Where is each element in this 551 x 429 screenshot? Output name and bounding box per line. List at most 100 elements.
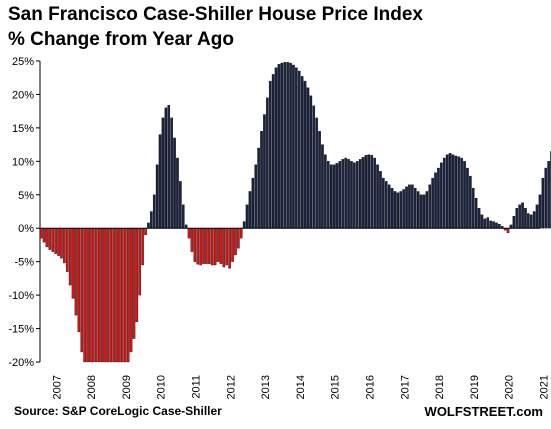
bar	[222, 228, 226, 268]
bar	[315, 117, 318, 229]
y-tick-label: 15%	[12, 123, 34, 135]
bar	[173, 137, 176, 229]
bar	[332, 164, 336, 229]
bar	[77, 228, 81, 333]
bar	[547, 161, 550, 229]
bar	[100, 228, 104, 363]
bar	[474, 197, 478, 229]
x-tick-label: 2016	[365, 375, 377, 399]
bar	[518, 204, 521, 229]
bar	[51, 228, 55, 252]
bar	[170, 117, 173, 229]
bar	[164, 107, 168, 229]
bar	[515, 208, 519, 229]
bar	[471, 187, 475, 229]
bar	[60, 228, 63, 259]
bar	[42, 228, 46, 243]
bar	[350, 161, 353, 229]
bar	[144, 228, 147, 236]
bar	[338, 161, 342, 229]
bar	[396, 192, 400, 229]
bar	[65, 228, 69, 272]
bar	[193, 228, 197, 262]
y-tick-label: 20%	[12, 89, 34, 101]
bar	[225, 228, 229, 266]
bar	[460, 157, 463, 229]
bar	[347, 159, 350, 229]
bar	[205, 228, 208, 264]
bar	[210, 228, 214, 266]
bar	[283, 62, 287, 229]
bar	[118, 228, 121, 363]
x-tick-label: 2013	[260, 375, 272, 399]
bar	[106, 228, 110, 363]
y-tick-label: 25%	[12, 56, 34, 68]
bar	[486, 217, 490, 229]
bar	[126, 228, 130, 363]
x-tick-label: 2019	[469, 375, 481, 399]
y-tick-label: -15%	[8, 324, 34, 336]
bar	[506, 228, 510, 234]
bar	[309, 95, 313, 229]
bar	[379, 171, 382, 229]
bar	[402, 189, 405, 229]
bar	[512, 216, 516, 229]
bar	[463, 161, 466, 229]
bar	[141, 228, 144, 266]
bar	[94, 228, 98, 363]
bar	[480, 214, 484, 229]
x-tick-label: 2017	[399, 375, 411, 399]
bar	[257, 147, 260, 229]
bar	[466, 167, 469, 229]
bar	[181, 204, 185, 229]
bar	[274, 67, 278, 229]
x-tick-label: 2010	[156, 375, 168, 399]
bar	[109, 228, 113, 363]
bar	[196, 228, 200, 265]
bar	[245, 204, 249, 229]
x-tick-label: 2012	[225, 375, 237, 399]
bar	[161, 117, 165, 229]
bar	[431, 177, 434, 229]
bar	[376, 164, 379, 229]
bar	[266, 97, 269, 229]
bar	[68, 228, 72, 286]
bar	[535, 204, 539, 229]
bar	[425, 191, 429, 229]
bar	[176, 157, 179, 229]
bar	[277, 64, 281, 229]
bar	[86, 228, 89, 363]
x-tick-label: 2007	[51, 375, 63, 399]
bar	[155, 164, 159, 229]
bar	[521, 202, 524, 229]
chart-subtitle: % Change from Year Ago	[8, 29, 234, 50]
x-tick-label: 2014	[295, 375, 307, 399]
bar	[364, 155, 368, 229]
bar	[509, 224, 513, 229]
x-tick-label: 2020	[504, 375, 516, 399]
bar	[295, 67, 298, 229]
bar	[335, 163, 339, 229]
bar	[228, 228, 231, 269]
bar	[419, 194, 423, 229]
bar	[254, 164, 258, 229]
bar	[445, 154, 449, 229]
bar	[208, 228, 211, 264]
bar	[251, 177, 255, 229]
bar	[428, 184, 432, 229]
bar	[416, 191, 420, 229]
x-tick-label: 2015	[330, 375, 342, 399]
bar	[437, 167, 440, 229]
bar	[74, 228, 78, 316]
bar	[498, 224, 501, 229]
bar	[213, 228, 217, 266]
bar	[384, 181, 388, 229]
y-tick-label: 5%	[18, 190, 34, 202]
bar	[413, 187, 417, 229]
bar	[63, 228, 66, 264]
bar	[280, 62, 284, 229]
bar	[344, 157, 347, 229]
bar	[405, 186, 408, 229]
bar	[45, 228, 49, 248]
